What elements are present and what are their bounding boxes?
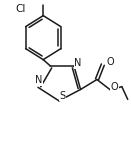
Text: N: N xyxy=(35,75,42,85)
Text: N: N xyxy=(74,58,82,68)
Text: O: O xyxy=(106,57,114,67)
Text: S: S xyxy=(60,91,66,101)
Text: O: O xyxy=(111,82,118,92)
Text: Cl: Cl xyxy=(15,4,26,14)
